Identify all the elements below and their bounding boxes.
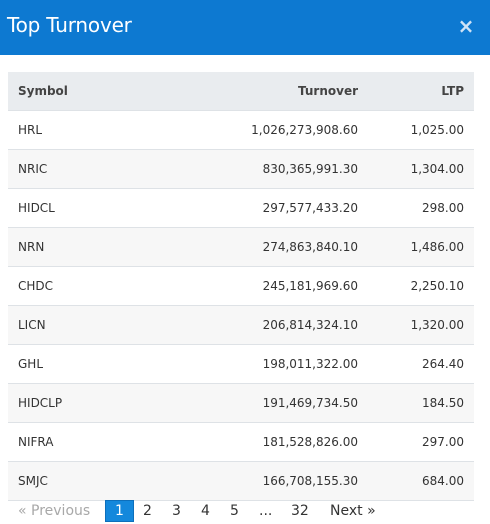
- symbol-cell: SMJC: [8, 461, 168, 501]
- column-header-ltp[interactable]: LTP: [368, 72, 474, 111]
- turnover-cell: 181,528,826.00: [168, 422, 368, 462]
- turnover-cell: 1,026,273,908.60: [168, 110, 368, 150]
- page-button-3[interactable]: 3: [172, 503, 181, 519]
- table-row[interactable]: HRL 1,026,273,908.60 1,025.00: [8, 110, 474, 150]
- turnover-cell: 166,708,155.30: [168, 461, 368, 501]
- page-button-4[interactable]: 4: [201, 503, 210, 519]
- page-button-2[interactable]: 2: [143, 503, 152, 519]
- turnover-cell: 830,365,991.30: [168, 149, 368, 189]
- column-header-turnover[interactable]: Turnover: [168, 72, 368, 111]
- turnover-table: Symbol Turnover LTP HRL 1,026,273,908.60…: [8, 72, 474, 501]
- table-row[interactable]: LICN 206,814,324.10 1,320.00: [8, 305, 474, 345]
- previous-page-button[interactable]: « Previous: [18, 503, 91, 519]
- modal-title: Top Turnover: [7, 13, 132, 37]
- page-button-32[interactable]: 32: [291, 503, 309, 519]
- ltp-cell: 298.00: [368, 188, 474, 228]
- pagination: « Previous 1 2 3 4 5 ... 32 Next »: [0, 500, 490, 524]
- symbol-cell: LICN: [8, 305, 168, 345]
- ltp-cell: 1,320.00: [368, 305, 474, 345]
- turnover-cell: 191,469,734.50: [168, 383, 368, 423]
- symbol-cell: NRIC: [8, 149, 168, 189]
- ltp-cell: 184.50: [368, 383, 474, 423]
- ltp-cell: 1,304.00: [368, 149, 474, 189]
- table-row[interactable]: NRIC 830,365,991.30 1,304.00: [8, 149, 474, 189]
- symbol-cell: GHL: [8, 344, 168, 384]
- ltp-cell: 264.40: [368, 344, 474, 384]
- table-row[interactable]: NRN 274,863,840.10 1,486.00: [8, 227, 474, 267]
- ltp-cell: 684.00: [368, 461, 474, 501]
- symbol-cell: HIDCLP: [8, 383, 168, 423]
- next-page-button[interactable]: Next »: [330, 503, 376, 519]
- symbol-cell: HRL: [8, 110, 168, 150]
- table-row[interactable]: HIDCLP 191,469,734.50 184.50: [8, 383, 474, 423]
- turnover-cell: 245,181,969.60: [168, 266, 368, 306]
- table-row[interactable]: GHL 198,011,322.00 264.40: [8, 344, 474, 384]
- turnover-cell: 297,577,433.20: [168, 188, 368, 228]
- symbol-cell: NRN: [8, 227, 168, 267]
- symbol-cell: CHDC: [8, 266, 168, 306]
- table-row[interactable]: SMJC 166,708,155.30 684.00: [8, 461, 474, 501]
- pagination-ellipsis: ...: [259, 503, 273, 519]
- close-icon[interactable]: ×: [457, 14, 475, 38]
- modal-header: Top Turnover ×: [0, 0, 490, 55]
- symbol-cell: HIDCL: [8, 188, 168, 228]
- table-row[interactable]: NIFRA 181,528,826.00 297.00: [8, 422, 474, 462]
- turnover-cell: 206,814,324.10: [168, 305, 368, 345]
- ltp-cell: 2,250.10: [368, 266, 474, 306]
- ltp-cell: 1,486.00: [368, 227, 474, 267]
- symbol-cell: NIFRA: [8, 422, 168, 462]
- turnover-cell: 198,011,322.00: [168, 344, 368, 384]
- page-button-5[interactable]: 5: [230, 503, 239, 519]
- column-header-symbol[interactable]: Symbol: [8, 72, 168, 111]
- ltp-cell: 297.00: [368, 422, 474, 462]
- table-row[interactable]: CHDC 245,181,969.60 2,250.10: [8, 266, 474, 306]
- turnover-cell: 274,863,840.10: [168, 227, 368, 267]
- table-header-row: Symbol Turnover LTP: [8, 72, 474, 111]
- ltp-cell: 1,025.00: [368, 110, 474, 150]
- table-row[interactable]: HIDCL 297,577,433.20 298.00: [8, 188, 474, 228]
